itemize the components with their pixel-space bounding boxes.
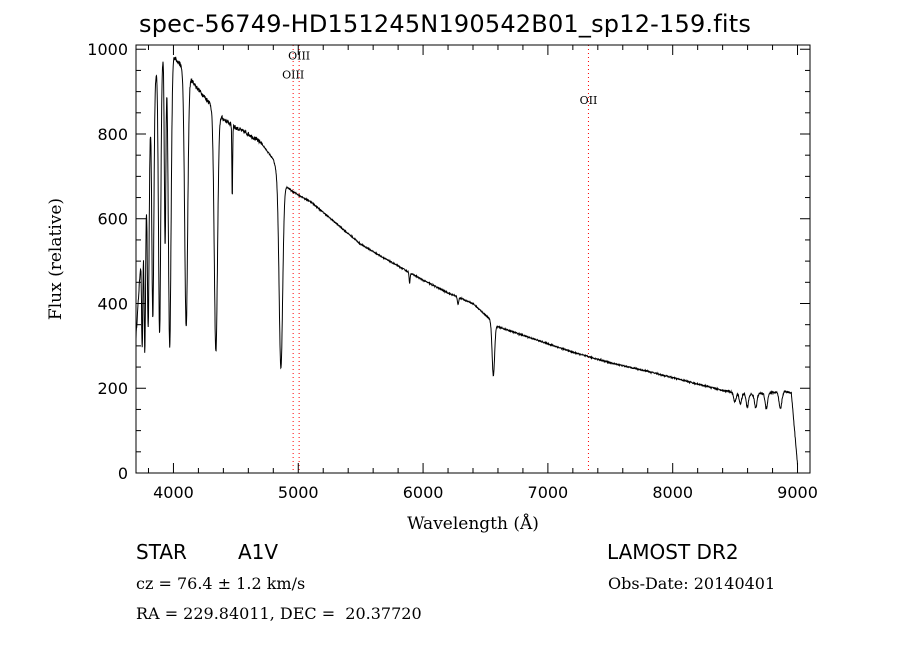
y-tick-label: 1000 [87, 40, 128, 59]
x-tick-label: 7000 [528, 483, 569, 502]
survey-name: LAMOST DR2 [607, 540, 739, 564]
y-tick-label: 600 [97, 210, 128, 229]
page-title: spec-56749-HD151245N190542B01_sp12-159.f… [139, 10, 752, 38]
y-tick-label: 800 [97, 125, 128, 144]
y-axis-label: Flux (relative) [46, 198, 66, 320]
emission-marker-label: OIII [282, 69, 304, 82]
emission-marker-label: OIII [288, 50, 310, 63]
x-tick-label: 9000 [777, 483, 818, 502]
spectrum-line [135, 56, 798, 466]
y-tick-label: 0 [118, 464, 128, 483]
plot-frame [135, 44, 811, 474]
y-tick-label: 400 [97, 294, 128, 313]
redshift-text: cz = 76.4 ± 1.2 km/s [136, 574, 306, 593]
y-axis-ticks: 0 200 400 600 800 1000 [87, 40, 810, 483]
emission-marker-label: OII [580, 94, 598, 107]
x-tick-label: 6000 [403, 483, 444, 502]
obs-date-text: Obs-Date: 20140401 [608, 574, 776, 593]
emission-line-markers: OIII OIII OII [282, 45, 597, 473]
y-tick-label: 200 [97, 379, 128, 398]
x-axis-label: Wavelength (Å) [407, 513, 539, 534]
object-class: STAR [136, 540, 187, 564]
object-subclass: A1V [238, 540, 279, 564]
x-tick-label: 8000 [652, 483, 693, 502]
x-tick-label: 4000 [153, 483, 194, 502]
coordinates-text: RA = 229.84011, DEC = 20.37720 [136, 604, 422, 623]
x-tick-label: 5000 [278, 483, 319, 502]
x-axis-ticks: 4000 5000 6000 7000 8000 9000 [147, 45, 818, 502]
